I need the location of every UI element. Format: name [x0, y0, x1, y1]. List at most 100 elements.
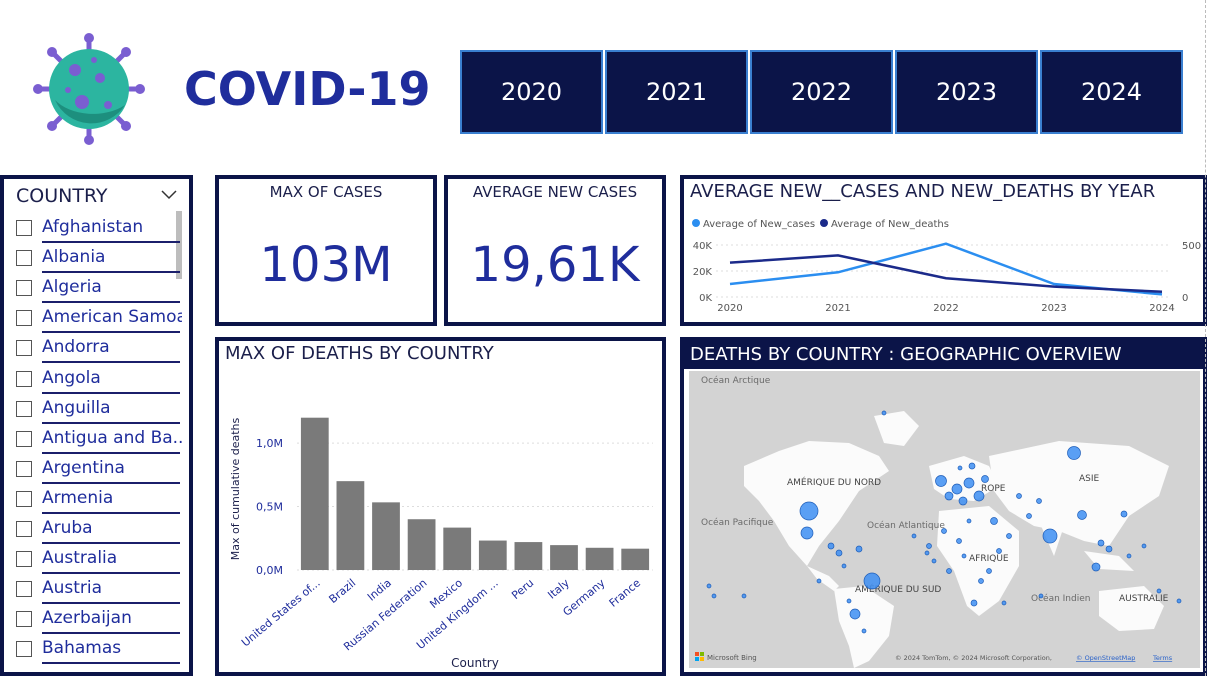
chevron-down-icon[interactable] [160, 187, 178, 206]
map-bubble[interactable] [986, 568, 992, 574]
slicer-item[interactable]: Angola [12, 364, 180, 394]
map-bubble[interactable] [841, 563, 847, 569]
map-bubble[interactable] [711, 593, 717, 599]
checkbox[interactable] [16, 460, 32, 477]
map-bubble[interactable] [1091, 562, 1101, 572]
slicer-item[interactable]: Algeria [12, 273, 180, 304]
slicer-item[interactable]: Antigua and Ba... [12, 424, 182, 454]
map-bubble[interactable] [1176, 598, 1182, 604]
map-bubble[interactable] [846, 598, 852, 604]
map-bubble[interactable] [1042, 528, 1058, 544]
checkbox[interactable] [16, 490, 32, 507]
bar[interactable] [585, 547, 614, 570]
map-bubble[interactable] [966, 518, 972, 524]
map-bubble[interactable] [1156, 588, 1162, 594]
osm-link[interactable]: © OpenStreetMap [1076, 654, 1135, 662]
map-bubble[interactable] [800, 526, 814, 540]
checkbox[interactable] [16, 370, 32, 387]
map-bubble[interactable] [827, 542, 835, 550]
checkbox[interactable] [16, 521, 32, 537]
slicer-item[interactable]: Armenia [12, 484, 180, 514]
map-bubble[interactable] [968, 462, 976, 470]
checkbox[interactable] [16, 250, 32, 267]
map-bubble[interactable] [1126, 553, 1132, 559]
checkbox[interactable] [16, 400, 32, 417]
map-bubble[interactable] [944, 491, 954, 501]
map-bubble[interactable] [957, 465, 963, 471]
map-bubble[interactable] [861, 628, 867, 634]
slicer-item[interactable]: Anguilla [12, 394, 180, 424]
bar[interactable] [372, 502, 400, 570]
map-bubble[interactable] [1141, 543, 1147, 549]
checkbox[interactable] [16, 611, 32, 628]
slicer-item[interactable]: Argentina [12, 454, 180, 484]
map-bubble[interactable] [941, 528, 947, 534]
map-bubble[interactable] [1067, 446, 1081, 460]
map-bubble[interactable] [970, 599, 978, 607]
year-button-2022[interactable]: 2022 [750, 50, 893, 134]
map-bubble[interactable] [863, 572, 881, 590]
map-bubble[interactable] [1026, 513, 1032, 519]
year-button-2021[interactable]: 2021 [605, 50, 748, 134]
checkbox[interactable] [16, 551, 32, 568]
map-bubble[interactable] [706, 583, 712, 589]
map-bubble[interactable] [935, 475, 947, 487]
terms-link[interactable]: Terms [1152, 654, 1173, 662]
map-bubble[interactable] [956, 538, 962, 544]
bar[interactable] [443, 527, 472, 570]
map-bubble[interactable] [973, 490, 985, 502]
slicer-item[interactable]: Albania [12, 243, 180, 274]
slicer-scrollbar[interactable] [176, 211, 182, 279]
checkbox[interactable] [16, 641, 32, 658]
map-bubble[interactable] [926, 543, 932, 549]
bar[interactable] [514, 542, 543, 570]
map-bubble[interactable] [741, 593, 747, 599]
slicer-item[interactable]: Bahamas [12, 634, 180, 665]
map-bubble[interactable] [1097, 539, 1105, 547]
slicer-item[interactable]: Aruba [12, 514, 180, 544]
map-bubble[interactable] [1077, 510, 1087, 520]
map-bubble[interactable] [951, 483, 963, 495]
bar[interactable] [300, 417, 329, 570]
map-bubble[interactable] [1001, 600, 1007, 606]
slicer-item[interactable]: Azerbaijan [12, 604, 180, 635]
year-button-2020[interactable]: 2020 [460, 50, 603, 134]
map-bubble[interactable] [1006, 533, 1012, 539]
checkbox[interactable] [16, 340, 32, 357]
map-bubble[interactable] [799, 501, 819, 521]
slicer-item[interactable]: Australia [12, 544, 180, 575]
map-bubble[interactable] [978, 578, 984, 584]
map-bubble[interactable] [1120, 510, 1128, 518]
map-bubble[interactable] [835, 549, 843, 557]
map-bubble[interactable] [990, 517, 998, 525]
map-bubble[interactable] [961, 553, 967, 559]
new-deaths-line[interactable] [729, 254, 1163, 294]
map-bubble[interactable] [963, 477, 975, 489]
checkbox[interactable] [16, 430, 32, 447]
checkbox[interactable] [16, 280, 32, 297]
map-bubble[interactable] [946, 568, 952, 574]
checkbox[interactable] [16, 220, 32, 236]
map-bubble[interactable] [1105, 545, 1113, 553]
slicer-item[interactable]: Andorra [12, 333, 180, 364]
map-bubble[interactable] [881, 410, 887, 416]
bar[interactable] [478, 540, 507, 570]
map-bubble[interactable] [958, 496, 968, 506]
bar[interactable] [621, 548, 650, 570]
map-bubble[interactable] [996, 548, 1002, 554]
year-button-2024[interactable]: 2024 [1040, 50, 1183, 134]
bar[interactable] [550, 545, 578, 570]
map-bubble[interactable] [911, 533, 917, 539]
map-bubble[interactable] [981, 475, 989, 483]
world-map[interactable]: Océan Arctique AMÉRIQUE DU NORD Océan Pa… [689, 371, 1200, 668]
map-bubble[interactable] [1016, 493, 1022, 499]
year-button-2023[interactable]: 2023 [895, 50, 1038, 134]
map-bubble[interactable] [816, 578, 822, 584]
map-bubble[interactable] [1038, 593, 1044, 599]
checkbox[interactable] [16, 310, 32, 327]
slicer-item[interactable]: American Samoa [12, 303, 182, 334]
new-cases-line[interactable] [729, 242, 1163, 296]
map-bubble[interactable] [931, 558, 937, 564]
map-bubble[interactable] [1036, 498, 1042, 504]
slicer-item[interactable]: Austria [12, 574, 180, 605]
